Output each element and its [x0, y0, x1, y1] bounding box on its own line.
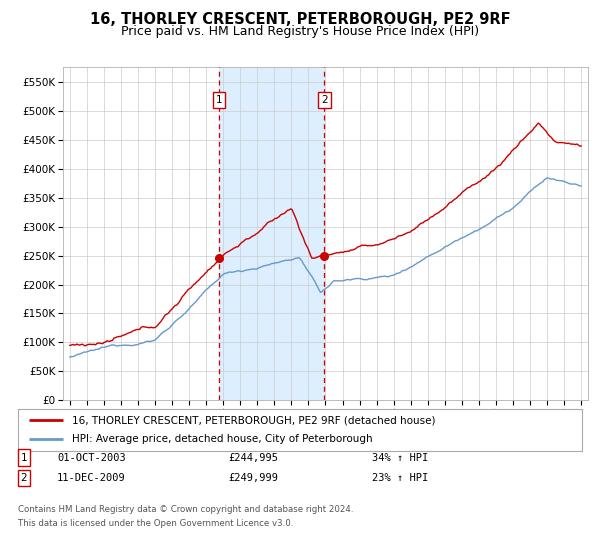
Text: 34% ↑ HPI: 34% ↑ HPI	[372, 452, 428, 463]
Text: Price paid vs. HM Land Registry's House Price Index (HPI): Price paid vs. HM Land Registry's House …	[121, 25, 479, 38]
Text: This data is licensed under the Open Government Licence v3.0.: This data is licensed under the Open Gov…	[18, 519, 293, 528]
Text: 16, THORLEY CRESCENT, PETERBOROUGH, PE2 9RF (detached house): 16, THORLEY CRESCENT, PETERBOROUGH, PE2 …	[71, 415, 435, 425]
Text: 2: 2	[20, 473, 28, 483]
Text: HPI: Average price, detached house, City of Peterborough: HPI: Average price, detached house, City…	[71, 435, 372, 445]
Text: 1: 1	[215, 95, 222, 105]
Text: 1: 1	[20, 452, 28, 463]
Text: £244,995: £244,995	[228, 452, 278, 463]
Text: 16, THORLEY CRESCENT, PETERBOROUGH, PE2 9RF: 16, THORLEY CRESCENT, PETERBOROUGH, PE2 …	[89, 12, 511, 27]
Text: £249,999: £249,999	[228, 473, 278, 483]
Text: 2: 2	[321, 95, 328, 105]
Bar	[219, 67, 325, 400]
Text: 01-OCT-2003: 01-OCT-2003	[57, 452, 126, 463]
Text: 11-DEC-2009: 11-DEC-2009	[57, 473, 126, 483]
Text: Contains HM Land Registry data © Crown copyright and database right 2024.: Contains HM Land Registry data © Crown c…	[18, 505, 353, 514]
Text: 23% ↑ HPI: 23% ↑ HPI	[372, 473, 428, 483]
